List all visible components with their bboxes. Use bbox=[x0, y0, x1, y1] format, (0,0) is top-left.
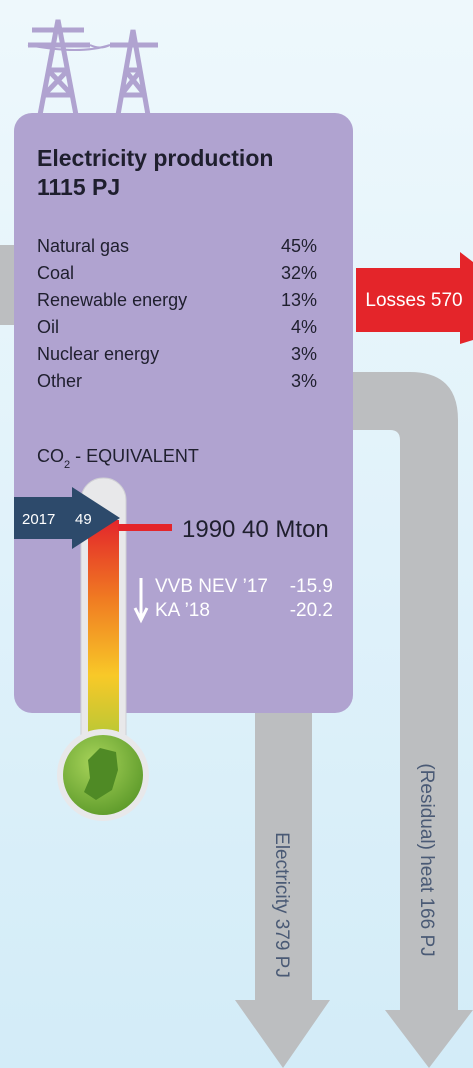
card-total: 1115 PJ bbox=[37, 174, 120, 200]
mix-share: 3% bbox=[291, 371, 317, 391]
co2-sub: 2 bbox=[64, 459, 70, 471]
card bbox=[14, 113, 353, 713]
mix-label: Other bbox=[37, 371, 82, 391]
current-arrow bbox=[14, 487, 120, 549]
mix-label: Renewable energy bbox=[37, 290, 187, 310]
target-value: -15.9 bbox=[290, 576, 333, 597]
mix-label: Oil bbox=[37, 317, 59, 337]
current-value: 49 bbox=[75, 511, 92, 528]
losses-label: Losses 570 bbox=[365, 290, 462, 311]
mix-share: 45% bbox=[281, 236, 317, 256]
electricity-flow bbox=[235, 700, 330, 1068]
target-label: KA ’18 bbox=[155, 600, 210, 621]
co2-main: CO bbox=[37, 446, 64, 466]
heat-flow bbox=[340, 372, 473, 1068]
mix-list: Natural gas 45% Coal 32% Renewable energy 13%… bbox=[37, 236, 317, 391]
pylons bbox=[27, 19, 158, 116]
heat-label: (Residual) heat 166 PJ bbox=[416, 763, 437, 956]
target-label: VVB NEV ’17 bbox=[155, 576, 268, 597]
current-year: 2017 bbox=[22, 511, 55, 528]
losses-flow bbox=[356, 252, 473, 344]
map-shape bbox=[84, 748, 118, 800]
mix-share: 32% bbox=[281, 263, 317, 283]
target-value: -20.2 bbox=[290, 600, 333, 621]
reference-marker bbox=[118, 524, 172, 531]
down-arrow bbox=[133, 578, 149, 624]
mix-share: 3% bbox=[291, 344, 317, 364]
mix-label: Nuclear energy bbox=[37, 344, 159, 364]
mix-label: Coal bbox=[37, 263, 74, 283]
card-title: Electricity production bbox=[37, 145, 273, 171]
reference-label: 1990 40 Mton bbox=[182, 516, 329, 543]
mix-label: Natural gas bbox=[37, 236, 129, 256]
targets: VVB NEV ’17 -15.9 KA ’18 -20.2 bbox=[155, 576, 333, 621]
co2-rest: - EQUIVALENT bbox=[70, 446, 199, 466]
mix-share: 4% bbox=[291, 317, 317, 337]
electricity-label: Electricity 379 PJ bbox=[271, 832, 292, 978]
co2-label: CO2 - EQUIVALENT bbox=[37, 446, 199, 471]
mix-share: 13% bbox=[281, 290, 317, 310]
